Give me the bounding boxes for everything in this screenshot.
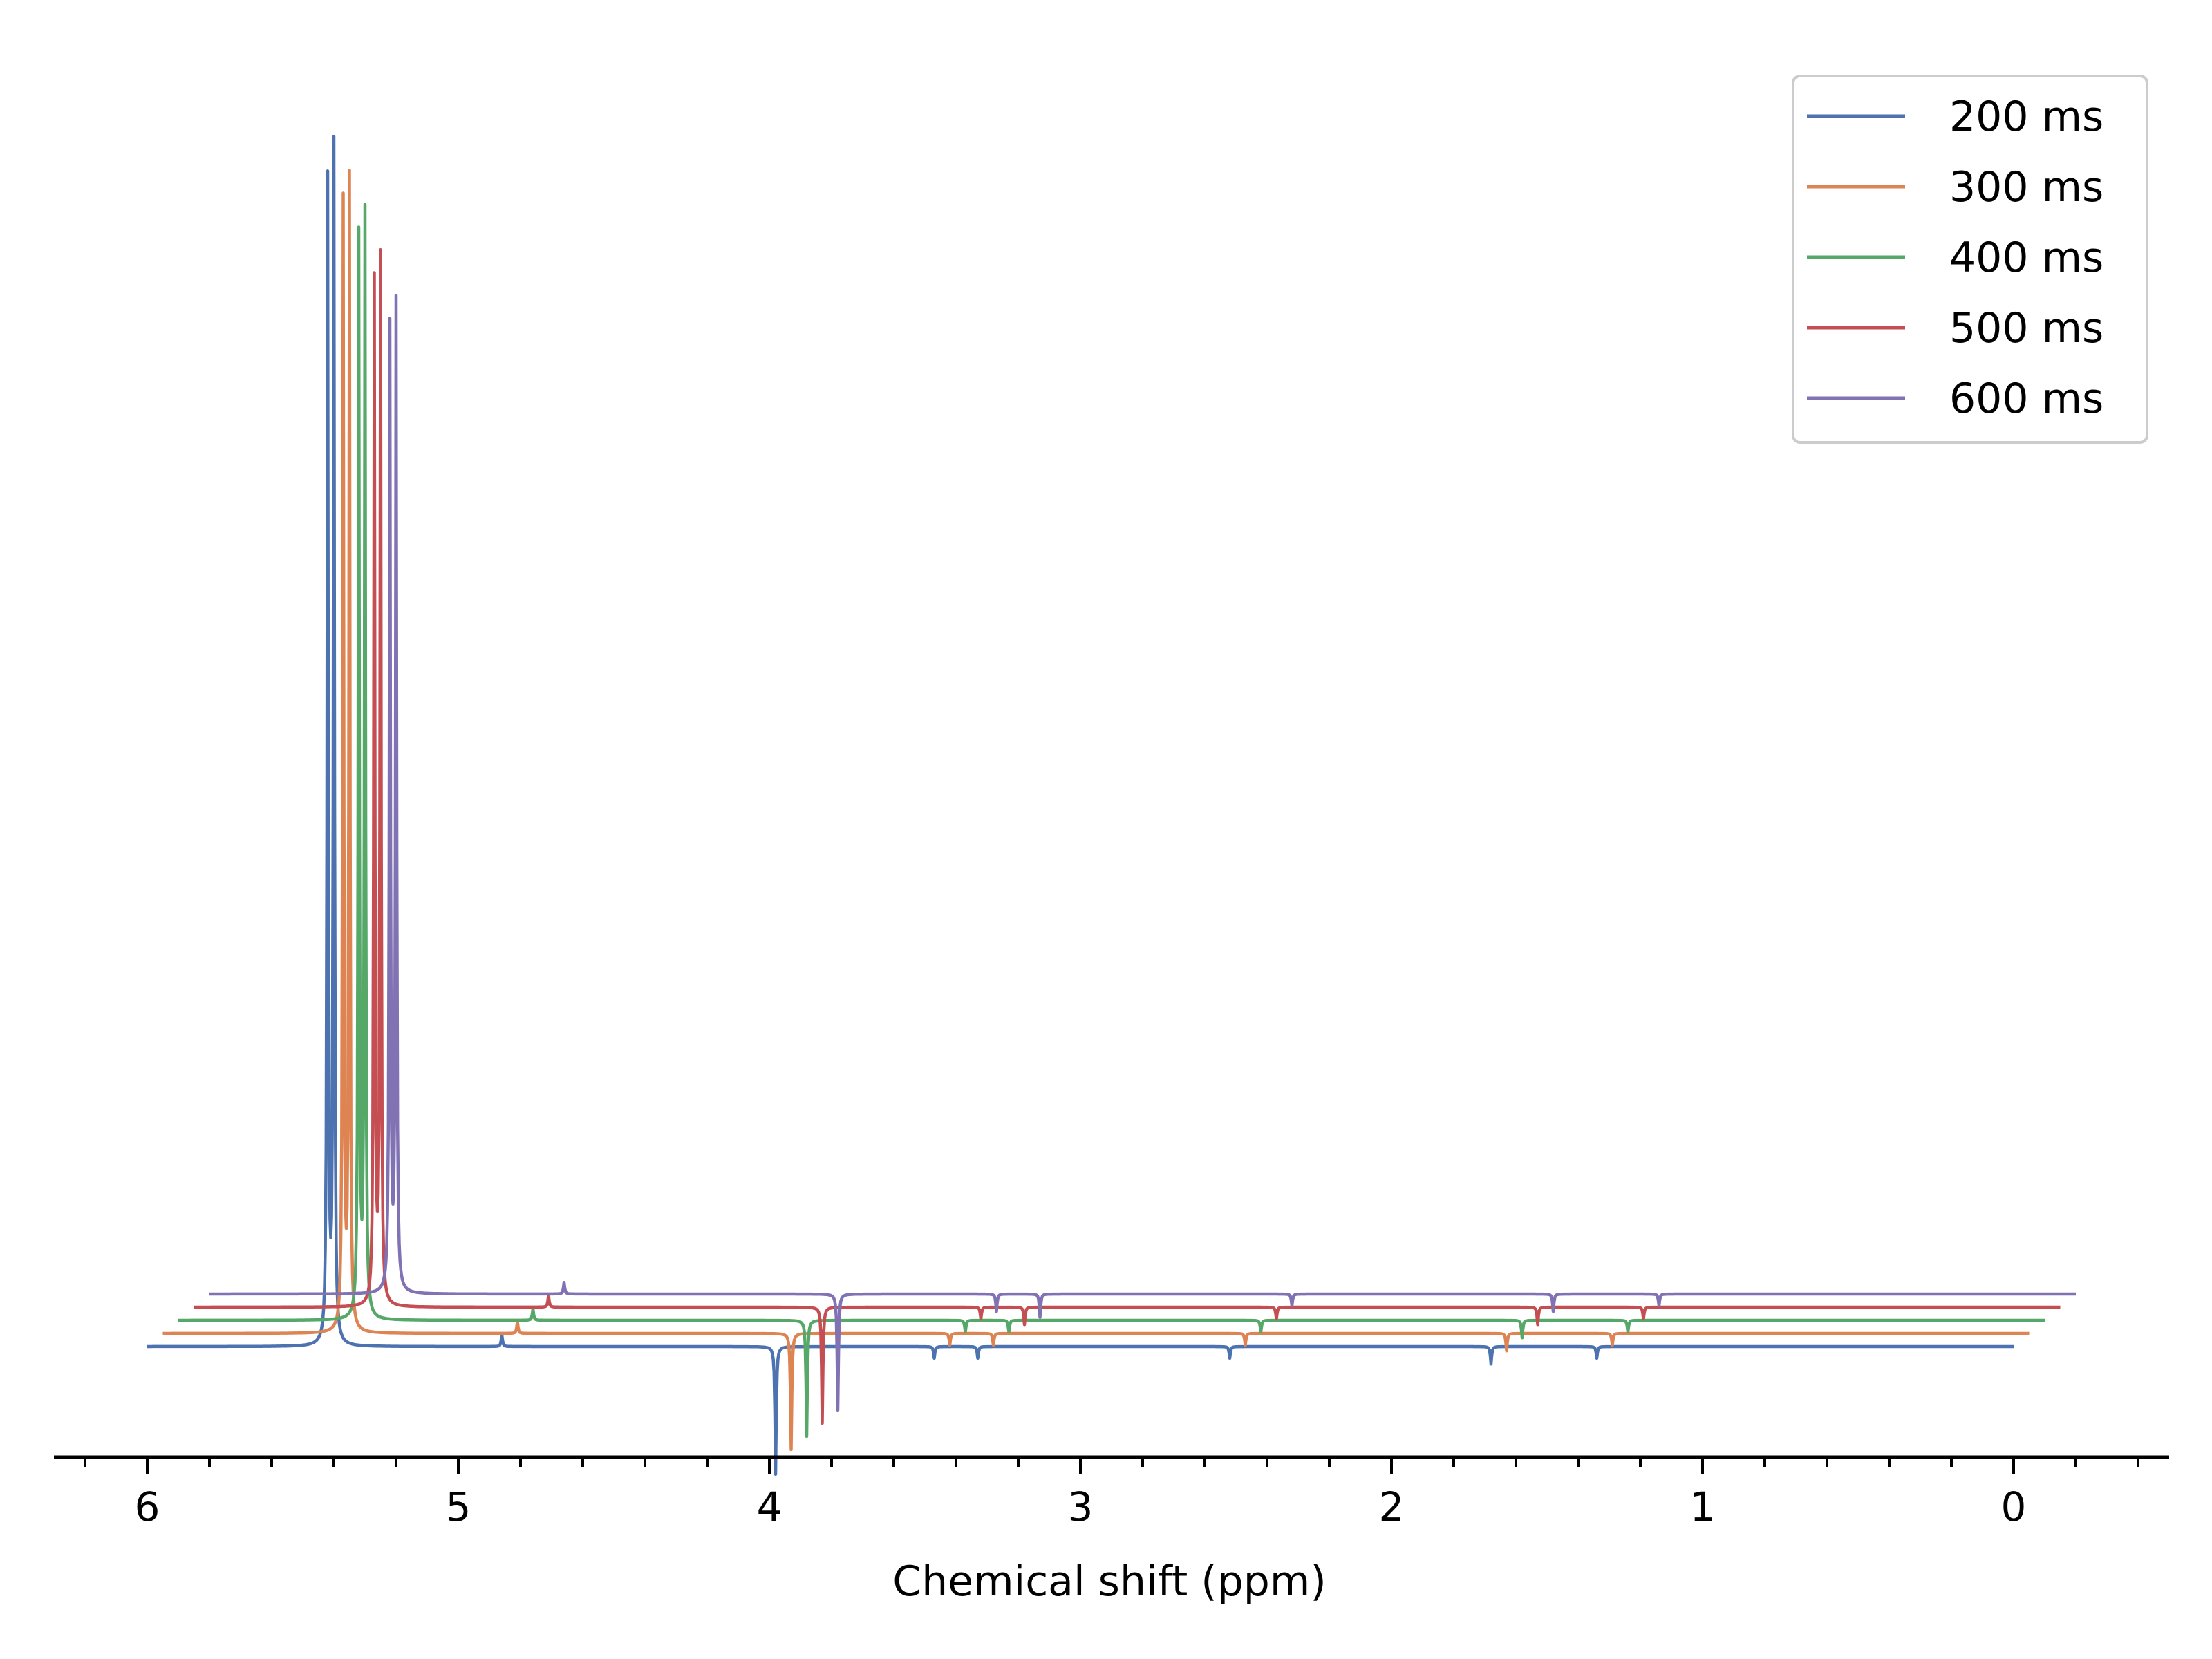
legend-frame [1792,75,2148,444]
series-line-300-ms [162,169,2030,1452]
x-tick-label: 2 [1379,1483,1405,1530]
series-line-200-ms [146,135,2015,1477]
series-line-400-ms [177,203,2046,1438]
legend-label: 500 ms [1949,304,2103,353]
x-tick-label: 4 [757,1483,782,1530]
x-tick-label: 3 [1068,1483,1094,1530]
series-line-600-ms [208,294,2077,1412]
series-line-500-ms [193,248,2061,1425]
x-axis-label: Chemical shift (ppm) [892,1557,1327,1606]
legend-items: 200 ms 300 ms 400 ms 500 ms 600 ms [1807,93,2103,423]
x-axis: 6 5 4 3 2 1 0 [54,1455,2169,1530]
legend-label: 300 ms [1949,163,2103,212]
x-tick-label: 5 [446,1483,471,1530]
x-tick-label: 0 [2001,1483,2027,1530]
series-layer [146,135,2077,1477]
legend-label: 200 ms [1949,93,2103,141]
x-tick-label: 1 [1690,1483,1716,1530]
legend: 200 ms 300 ms 400 ms 500 ms 600 ms [1792,75,2148,444]
x-tick-label: 6 [135,1483,160,1530]
legend-label: 400 ms [1949,234,2103,282]
legend-label: 600 ms [1949,375,2103,423]
